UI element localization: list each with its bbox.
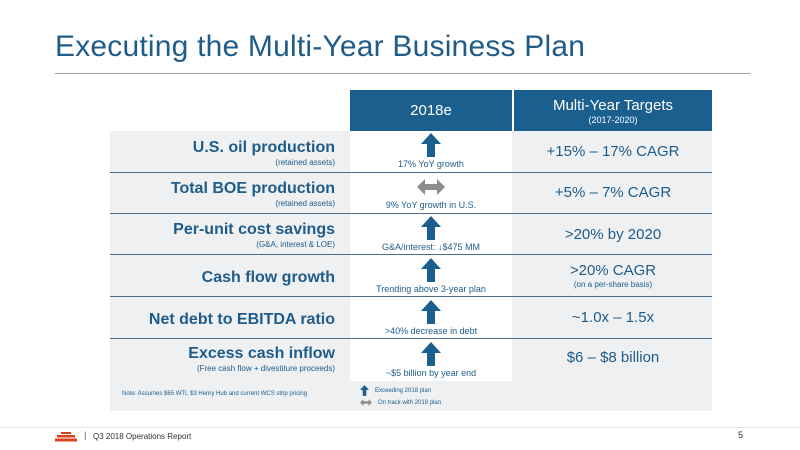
legend-on-track: On track with 2018 plan: [360, 399, 441, 406]
row-status-cost-savings: G&A/interest: ↓$475 MM: [350, 216, 512, 252]
row-label-cash-flow-growth: Cash flow growth: [201, 269, 335, 286]
footer-separator: |: [84, 430, 87, 440]
row-target-cost-savings: >20% by 2020: [564, 226, 662, 243]
row-label-oil-production: U.S. oil production (retained assets): [192, 139, 335, 167]
footer-report-name: Q3 2018 Operations Report: [93, 432, 192, 441]
row-status-boe-production: 9% YoY growth in U.S.: [350, 179, 512, 210]
left-right-arrow-icon: [360, 399, 372, 406]
header-2018-label: 2018e: [410, 102, 452, 119]
up-arrow-icon: [421, 133, 441, 157]
row-target-boe-production: +5% – 7% CAGR: [554, 184, 672, 201]
up-arrow-icon: [421, 258, 441, 282]
footer-divider: [0, 427, 800, 428]
row-status-cash-flow-growth: Trending above 3-year plan: [350, 258, 512, 294]
up-arrow-icon: [421, 342, 441, 366]
header-targets-label: Multi-Year Targets: [552, 96, 674, 114]
row-divider: [110, 172, 712, 173]
page-title: Executing the Multi-Year Business Plan: [55, 30, 586, 63]
left-right-arrow-icon: [417, 179, 445, 195]
row-target-excess-cash: $6 – $8 billion: [566, 349, 660, 366]
row-label-boe-production: Total BOE production (retained assets): [170, 180, 335, 208]
row-status-oil-production: 17% YoY growth: [350, 133, 512, 169]
up-arrow-icon: [360, 385, 369, 396]
company-logo-icon: [55, 432, 77, 442]
row-divider: [110, 296, 712, 297]
row-target-cash-flow-growth: >20% CAGR (on a per-share basis): [569, 262, 657, 289]
row-divider: [110, 338, 712, 339]
header-targets-sublabel: (2017-2020): [588, 114, 638, 125]
row-target-oil-production: +15% – 17% CAGR: [546, 143, 680, 160]
row-target-net-debt: ~1.0x – 1.5x: [571, 309, 655, 326]
row-label-net-debt: Net debt to EBITDA ratio: [148, 311, 335, 328]
header-2018: 2018e: [350, 90, 512, 131]
header-targets: Multi-Year Targets (2017-2020): [514, 90, 712, 131]
row-label-excess-cash: Excess cash inflow (Free cash flow + div…: [188, 345, 335, 373]
page-number: 5: [738, 430, 744, 440]
legend-exceeding: Exceeding 2018 plan: [360, 385, 431, 396]
row-status-excess-cash: ~$5 billion by year end: [350, 342, 512, 378]
up-arrow-icon: [421, 216, 441, 240]
row-divider: [110, 254, 712, 255]
row-label-cost-savings: Per-unit cost savings (G&A, interest & L…: [173, 221, 335, 249]
pricing-note: Note: Assumes $65 WTI, $3 Henry Hub and …: [122, 391, 308, 397]
row-status-net-debt: >40% decrease in debt: [350, 300, 512, 336]
up-arrow-icon: [421, 300, 441, 324]
title-divider: [55, 73, 750, 74]
row-divider: [110, 213, 712, 214]
